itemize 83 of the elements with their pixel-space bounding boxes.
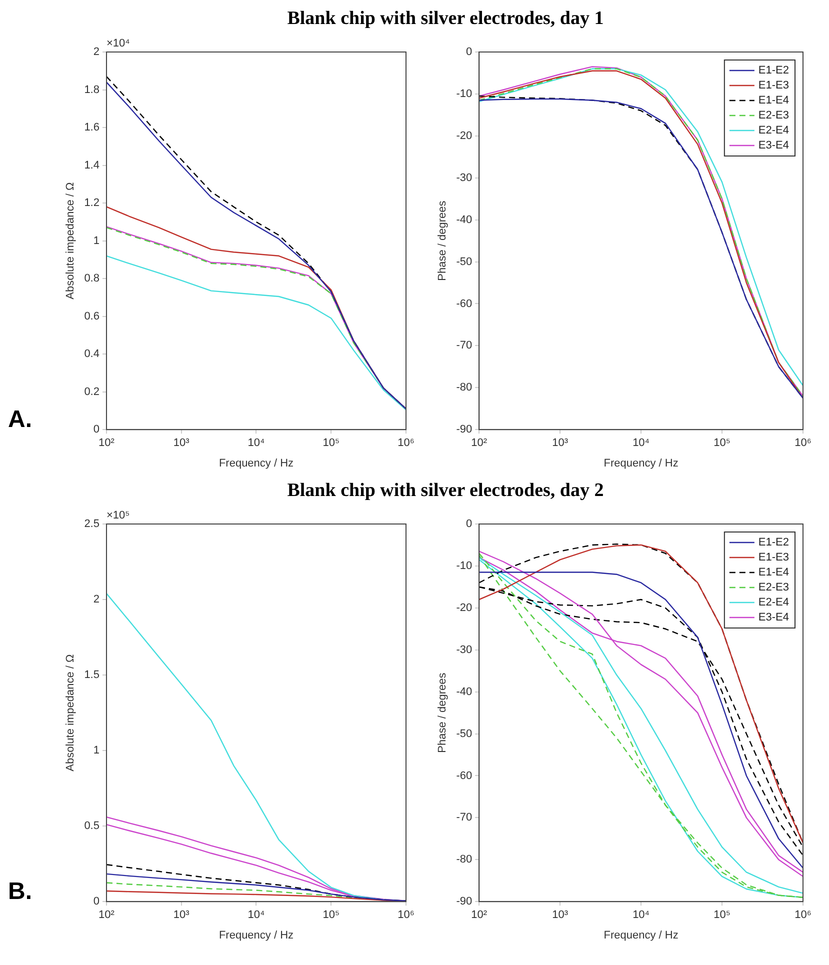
legend-label: E3-E4 <box>758 612 790 624</box>
y-tick-label: -10 <box>456 560 472 572</box>
x-tick-label: 10³ <box>552 909 568 922</box>
legend-label: E2-E3 <box>758 110 790 122</box>
x-tick-label: 10⁴ <box>248 909 265 922</box>
y-tick-label: -30 <box>456 644 472 656</box>
text: ×10⁵ <box>106 510 130 522</box>
x-axis-title: Frequency / Hz <box>218 457 294 470</box>
y-tick-label: 0.6 <box>84 310 100 322</box>
y-tick-label: -80 <box>456 382 472 394</box>
x-axis-title: Frequency / Hz <box>604 929 678 942</box>
y-axis-title: Phase / degrees <box>436 672 449 753</box>
y-tick-label: -40 <box>456 214 472 226</box>
text: A. <box>8 406 33 435</box>
y-tick-label: 0.4 <box>84 348 100 360</box>
legend-label: E1-E2 <box>758 64 790 77</box>
y-tick-label: 0.2 <box>84 386 100 398</box>
x-tick-label: 10³ <box>552 437 568 450</box>
x-tick-label: 10⁵ <box>322 437 340 450</box>
x-tick-label: 10⁴ <box>632 909 650 922</box>
y-tick-label: 2.5 <box>84 518 100 530</box>
x-tick-label: 10⁶ <box>398 909 414 922</box>
y-tick-label: 1.8 <box>84 84 100 96</box>
text: Blank chip with silver electrodes, day 1 <box>286 8 605 31</box>
y-tick-label: -20 <box>456 602 472 614</box>
y-tick-label: 1.4 <box>84 159 100 172</box>
y-tick-label: 1 <box>93 234 100 247</box>
y-tick-label: 1 <box>93 744 100 757</box>
x-axis-title: Frequency / Hz <box>218 929 294 942</box>
y-tick-label: 2 <box>93 594 100 606</box>
text: B. <box>8 878 33 907</box>
y-tick-label: 0 <box>93 424 100 436</box>
x-tick-label: 10² <box>471 437 488 450</box>
y-tick-label: -90 <box>456 896 472 908</box>
x-tick-label: 10⁴ <box>248 437 265 450</box>
x-tick-label: 10³ <box>173 909 190 922</box>
y-tick-label: 1.2 <box>84 197 100 210</box>
x-tick-label: 10³ <box>173 437 190 450</box>
x-tick-label: 10² <box>98 437 115 450</box>
y-tick-label: -90 <box>456 424 472 436</box>
y-axis-title: Absolute impedance / Ω <box>64 182 77 300</box>
y-tick-label: -50 <box>456 728 472 740</box>
y-tick-label: 0 <box>466 518 472 530</box>
y-tick-label: 0.8 <box>84 272 100 285</box>
y-tick-label: 1.6 <box>84 122 100 134</box>
y-tick-label: -70 <box>456 340 472 352</box>
x-tick-label: 10⁶ <box>794 437 812 450</box>
y-tick-label: 0 <box>466 46 472 58</box>
legend-label: E3-E4 <box>758 140 790 152</box>
y-tick-label: 2 <box>93 46 100 58</box>
legend-label: E1-E3 <box>758 552 790 564</box>
legend-label: E1-E3 <box>758 80 790 92</box>
y-axis-title: Phase / degrees <box>436 200 449 281</box>
x-tick-label: 10⁵ <box>714 909 730 922</box>
y-tick-label: -20 <box>456 130 472 142</box>
y-tick-label: -80 <box>456 854 472 866</box>
y-tick-label: 1.5 <box>84 669 100 682</box>
x-axis-title: Frequency / Hz <box>604 457 678 470</box>
legend-label: E2-E4 <box>758 596 790 609</box>
legend-label: E1-E2 <box>758 536 790 549</box>
x-tick-label: 10² <box>98 909 115 922</box>
legend-label: E1-E4 <box>758 94 790 107</box>
text: Blank chip with silver electrodes, day 2 <box>286 480 605 503</box>
x-tick-label: 10⁶ <box>794 909 812 922</box>
text: ×10⁴ <box>106 38 130 50</box>
x-tick-label: 10⁵ <box>322 909 340 922</box>
y-tick-label: -50 <box>456 256 472 268</box>
x-tick-label: 10⁶ <box>398 437 414 450</box>
y-tick-label: 0.5 <box>84 820 100 832</box>
y-tick-label: -30 <box>456 172 472 184</box>
y-tick-label: -70 <box>456 812 472 824</box>
x-tick-label: 10² <box>471 909 488 922</box>
legend-label: E1-E4 <box>758 566 790 579</box>
x-tick-label: 10⁴ <box>632 437 650 450</box>
y-tick-label: -60 <box>456 770 472 782</box>
y-tick-label: -60 <box>456 298 472 310</box>
legend-label: E2-E3 <box>758 582 790 594</box>
y-tick-label: 0 <box>93 896 100 908</box>
y-tick-label: -10 <box>456 88 472 100</box>
y-tick-label: -40 <box>456 686 472 698</box>
x-tick-label: 10⁵ <box>714 437 730 450</box>
y-axis-title: Absolute impedance / Ω <box>64 654 77 772</box>
legend-label: E2-E4 <box>758 124 790 137</box>
